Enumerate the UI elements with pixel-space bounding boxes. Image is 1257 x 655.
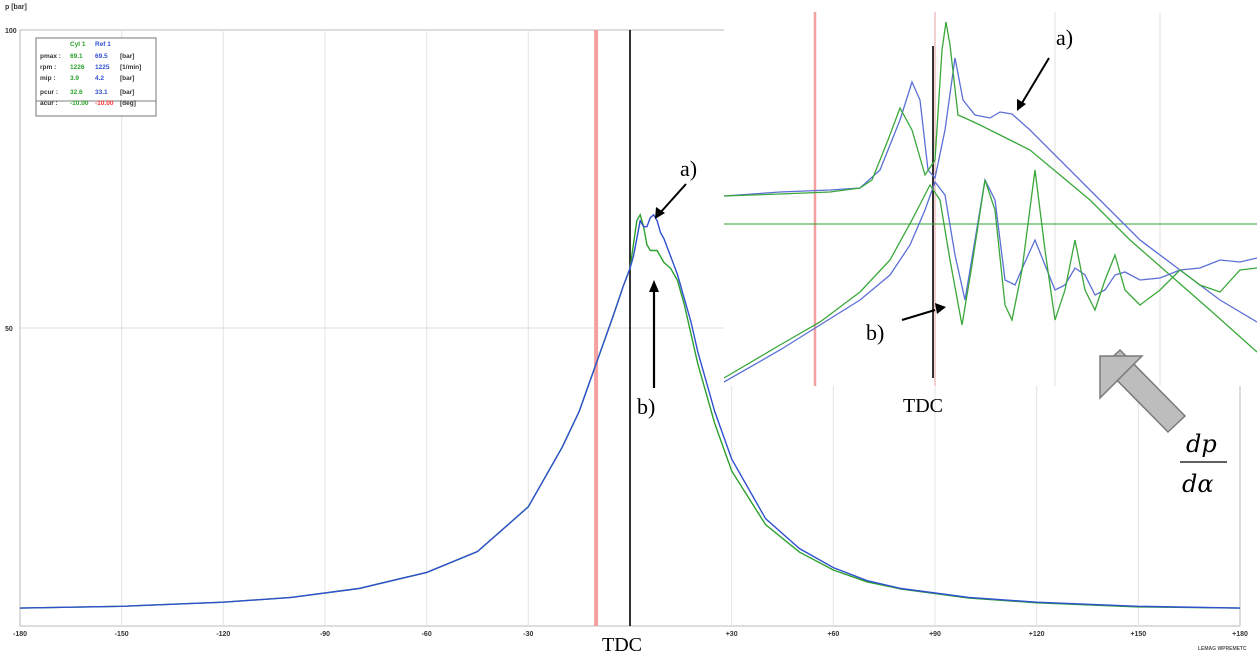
legend-row-unit: [1/min] [120,64,141,71]
annotation-b-label: b) [637,394,655,419]
legend-row-unit: [deg] [120,100,136,107]
y-tick-labels: 100 50 [5,28,17,333]
legend-row-value-cyl1: -10.00 [70,100,89,107]
legend-header-cyl1: Cyl 1 [70,41,86,48]
legend-row-label: acur : [40,100,58,107]
inset-b-label: b) [866,320,884,345]
inset-tdc-label: TDC [903,395,943,417]
x-tick-label: -120 [216,631,230,638]
inset-grid [1054,12,1161,386]
legend-row-value-cyl1: 3.9 [70,75,79,82]
derivative-denominator: dα [1182,470,1214,498]
legend-row-value-cyl1: 69.1 [70,53,83,60]
grey-arrow [1099,348,1187,434]
inset-a-label: a) [1056,25,1073,50]
annotation-a-arrow [659,183,687,214]
x-tick-label: +60 [827,631,839,638]
legend-rows: pmax : 69.1 69.5 [bar] rpm : 1226 1225 [1/min] m… [40,53,141,107]
legend-row-value-ref1: 1225 [95,64,110,71]
x-tick-label: -90 [320,631,330,638]
derivative-numerator: dp [1186,430,1217,458]
legend-row-value-ref1: 33.1 [95,89,108,96]
inset-curve-2 [723,177,1257,383]
legend-row-value-ref1: 69.5 [95,53,108,60]
series-group [19,213,1241,609]
footer-label: LEMAG WPREMETC [1198,646,1247,652]
inset-background [724,12,1257,386]
x-tick-label: +90 [929,631,941,638]
inset-a-arrow [1021,57,1050,104]
inset-b-arrow [901,309,936,321]
legend-row-label: mip : [40,75,56,82]
x-tick-label: +150 [1130,631,1146,638]
annotation-b-arrowhead [649,280,659,292]
legend-header-ref1: Ref 1 [95,41,111,48]
tdc-label: TDC [602,634,642,655]
x-tick-label: +30 [726,631,738,638]
legend-row-label: rpm : [40,64,56,71]
annotation-a-arrowhead [655,207,665,219]
legend-row-value-cyl1: 32.6 [70,89,83,96]
x-tick-label: -180 [13,631,27,638]
inset-b-arrowhead [935,303,946,314]
x-tick-label: +120 [1029,631,1045,638]
legend-box: Cyl 1 Ref 1 pmax : 69.1 69.5 [bar] rpm : 1226… [35,37,157,117]
inset-curve-0 [723,57,1257,323]
series-line-ref1 [19,213,1241,609]
legend-row-unit: [bar] [120,53,134,60]
y-tick-label: 100 [5,28,17,35]
x-tick-label: -150 [115,631,129,638]
legend-row-unit: [bar] [120,89,134,96]
legend-row-value-ref1: 4.2 [95,75,104,82]
x-tick-label: -60 [422,631,432,638]
inset-curves [723,21,1257,383]
y-axis-label: p [bar] [5,4,27,11]
inset-curve-3 [723,169,1257,379]
annotation-a-label: a) [680,156,697,181]
legend-row-label: pmax : [40,53,61,60]
legend-row-unit: [bar] [120,75,134,82]
y-tick-label: 50 [5,326,13,333]
x-tick-labels: -180 -150 -120 -90 -60 -30 +30 +60 +90 +120 +150 +1… [13,631,1248,638]
inset-a-arrowhead [1017,99,1026,111]
inset-curve-1 [723,21,1257,353]
inset-zoom: a) b) TDC [723,12,1257,417]
legend-row-label: pcur : [40,89,58,96]
x-tick-label: -30 [523,631,533,638]
legend-row-value-cyl1: 1226 [70,64,85,71]
legend-row-value-ref1: -10.00 [95,100,114,107]
x-tick-label: +180 [1232,631,1248,638]
